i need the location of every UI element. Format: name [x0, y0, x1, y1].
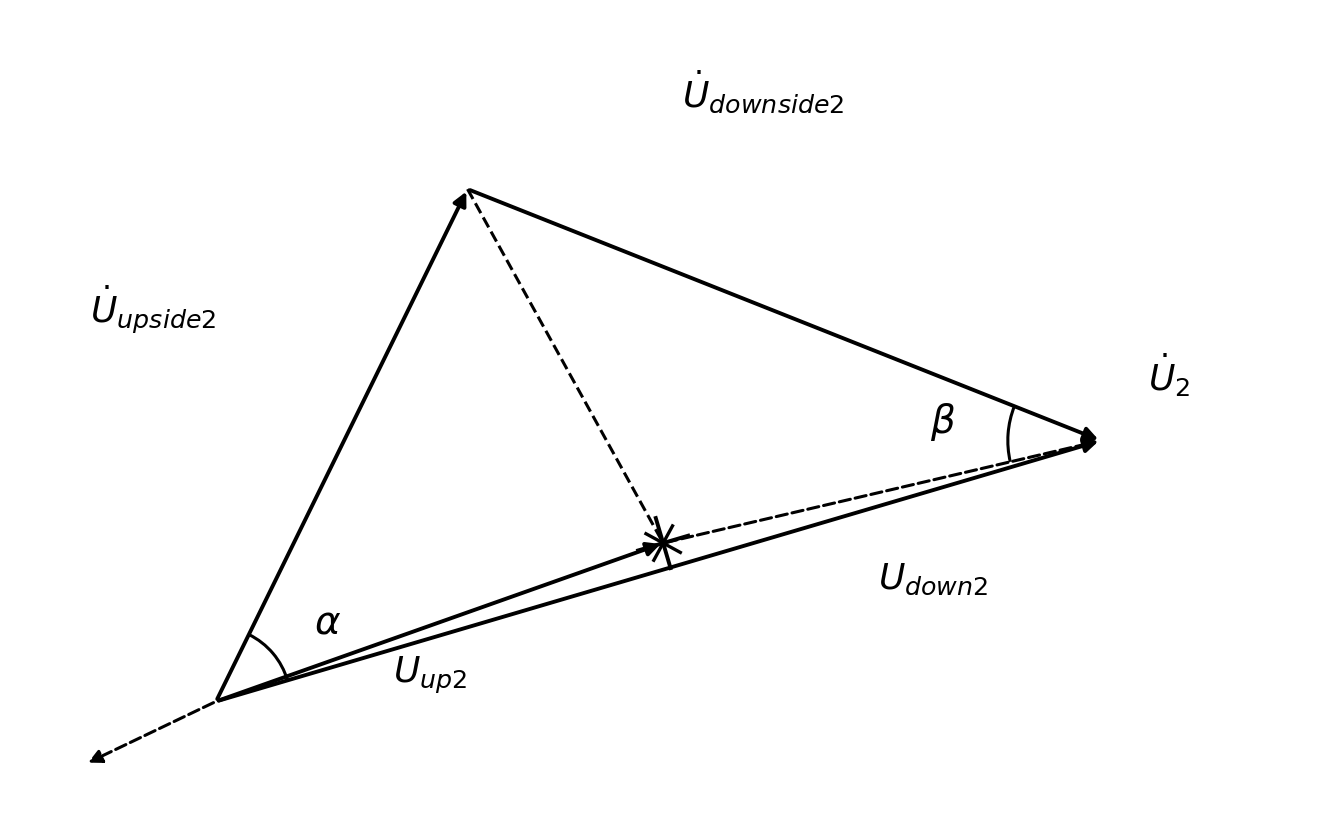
Text: $\dot{U}_{downside2}$: $\dot{U}_{downside2}$: [682, 68, 844, 114]
Text: $\beta$: $\beta$: [930, 401, 955, 443]
Text: $\dot{U}_{2}$: $\dot{U}_{2}$: [1147, 352, 1191, 399]
Text: $U_{up2}$: $U_{up2}$: [394, 655, 468, 696]
Text: $\alpha$: $\alpha$: [315, 603, 341, 641]
Text: $U_{down2}$: $U_{down2}$: [878, 561, 989, 597]
Text: $\dot{U}_{upside2}$: $\dot{U}_{upside2}$: [90, 284, 216, 336]
